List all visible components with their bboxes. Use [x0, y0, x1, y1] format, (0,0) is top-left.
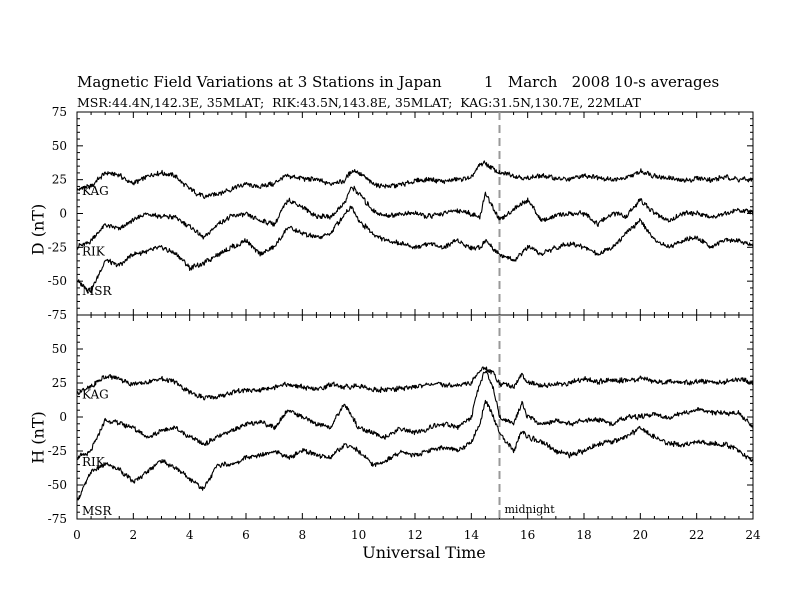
x-tick-label: 2	[130, 528, 138, 542]
station-subtitle: MSR:44.4N,142.3E, 35MLAT; RIK:43.5N,143.…	[77, 95, 641, 110]
x-tick-label: 0	[73, 528, 81, 542]
x-tick-label: 4	[186, 528, 194, 542]
y-tick-label: -50	[48, 274, 67, 288]
series-label-msr: MSR	[82, 504, 113, 518]
series-label-kag: KAG	[82, 184, 109, 198]
y-tick-label: -75	[48, 308, 67, 322]
midnight-label: midnight	[505, 503, 556, 516]
chart-date: 1 March 2008	[484, 73, 610, 91]
y-tick-label: 25	[52, 173, 67, 187]
y-axis-label-d: D (nT)	[28, 203, 48, 256]
series-label-rik: RIK	[82, 455, 106, 469]
x-tick-label: 20	[633, 528, 648, 542]
panel-frame-h	[76, 314, 754, 520]
y-tick-label: 50	[52, 139, 67, 153]
series-label-kag: KAG	[82, 388, 109, 402]
series-line-rik	[76, 185, 754, 251]
y-tick-label: -75	[48, 512, 67, 526]
y-tick-label: 75	[52, 105, 67, 119]
x-tick-label: 22	[689, 528, 704, 542]
x-tick-label: 8	[299, 528, 307, 542]
y-tick-label: -25	[48, 240, 67, 254]
y-tick-label: -50	[48, 478, 67, 492]
x-tick-label: 12	[407, 528, 422, 542]
series-line-kag	[76, 366, 754, 401]
x-tick-label: 24	[745, 528, 761, 542]
y-tick-label: 0	[59, 207, 67, 221]
y-tick-label: -25	[48, 444, 67, 458]
series-label-rik: RIK	[82, 244, 106, 258]
x-tick-label: 16	[520, 528, 535, 542]
y-axis-label-h: H (nT)	[28, 411, 48, 464]
y-tick-label: 25	[52, 376, 67, 390]
x-tick-label: 10	[351, 528, 366, 542]
y-tick-label: 0	[59, 410, 67, 424]
y-tick-label: 50	[52, 342, 67, 356]
x-axis-label: Universal Time	[362, 543, 486, 562]
series-line-msr	[76, 205, 754, 294]
series-label-msr: MSR	[82, 284, 113, 298]
x-tick-label: 18	[576, 528, 591, 542]
chart-averaging: 10-s averages	[614, 73, 720, 91]
series-line-rik	[76, 370, 754, 461]
series-line-kag	[76, 160, 754, 200]
x-tick-label: 14	[464, 528, 480, 542]
x-tick-label: 6	[242, 528, 250, 542]
series-line-msr	[76, 399, 754, 501]
chart-title: Magnetic Field Variations at 3 Stations …	[77, 73, 442, 91]
